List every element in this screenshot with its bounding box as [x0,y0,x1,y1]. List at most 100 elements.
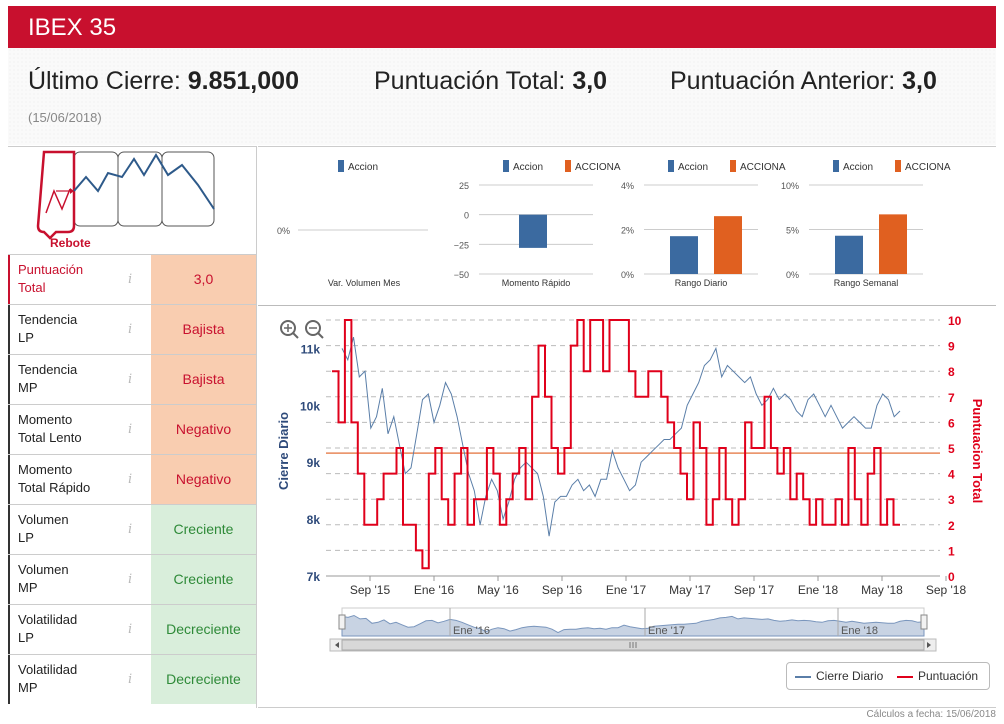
bar-legend-label[interactable]: Accion [348,162,378,173]
indicator-name-line1: Volumen [18,512,69,527]
y-right-tick-label: 1 [948,544,955,558]
y-tick-label: 5% [786,226,799,236]
indicator-value: Decreciente [151,655,256,704]
close-series-line [341,336,901,537]
y-left-tick-label: 8k [307,513,321,527]
indicator-row: Volatilidad LP i Decreciente [8,604,256,654]
info-icon[interactable]: i [128,572,133,587]
indicator-value: Creciente [151,505,256,554]
pattern-frame [117,151,163,227]
indicator-name-line1: Volumen [18,562,69,577]
bar-chart-2: Accion ACCIONA 4% 2% 0% Rango Diario [621,160,786,288]
legend-item-score[interactable]: Puntuación [918,669,979,683]
indicator-row: Momento Total Lento i Negativo [8,404,256,454]
y-tick-label: −50 [454,270,469,280]
zoom-in-icon[interactable] [280,320,299,339]
x-tick-label: Sep '18 [926,583,967,597]
info-icon[interactable]: i [128,272,133,287]
prev-score-value: 3,0 [902,67,937,95]
y-tick-label: 0% [621,270,634,280]
indicator-name-line1: Momento [18,412,73,427]
y-right-tick-label: 10 [948,314,962,328]
total-score-label: Puntuación Total: [374,67,566,95]
bar-legend-label[interactable]: ACCIONA [575,162,621,173]
bar-legend-label[interactable]: ACCIONA [905,162,951,173]
info-icon[interactable]: i [128,622,133,637]
indicator-row: Volatilidad MP i Decreciente [8,654,256,704]
legend-item-close[interactable]: Cierre Diario [816,669,884,683]
pattern-thumbnail: Rebote [8,146,256,254]
indicator-name-line2: LP [18,630,34,645]
y-tick-label: 0% [786,270,799,280]
navigator-handle-left[interactable] [338,614,346,630]
y-right-tick-label: 4 [948,468,955,482]
y-right-tick-label: 0 [948,570,955,584]
x-tick-label: Ene '16 [414,583,455,597]
chart-legend: Cierre Diario Puntuación [786,662,990,690]
info-icon[interactable]: i [128,672,133,687]
calc-date-footer: Cálculos a fecha: 15/06/2018 [866,709,996,720]
indicator-name-line1: Volatilidad [18,662,78,677]
indicator-name-line2: Total Rápido [18,480,91,495]
pattern-red-line [45,188,71,214]
prev-score-label: Puntuación Anterior: [670,67,896,95]
x-tick-label: Ene '18 [798,583,839,597]
header-bar: IBEX 35 [8,6,996,48]
y-left-axis-title: Cierre Diario [276,412,291,490]
navigator-handle-right[interactable] [920,614,928,630]
indicator-name-line1: Tendencia [18,312,78,327]
y-right-tick-label: 2 [948,519,955,533]
info-icon[interactable]: i [128,422,133,437]
indicator-row: Tendencia MP i Bajista [8,354,256,404]
legend-swatch [338,160,344,172]
footer-divider [258,707,996,708]
navigator-label: Ene '16 [453,625,490,637]
bar-chart-title: Rango Diario [675,278,728,288]
y-right-tick-label: 9 [948,340,955,354]
scroll-left-arrow-icon[interactable] [335,642,339,648]
total-score-value: 3,0 [572,67,608,95]
y-left-tick-label: 11k [301,342,321,356]
bar-legend-label[interactable]: Accion [678,162,708,173]
section-divider [258,305,996,306]
legend-swatch [730,160,736,172]
y-right-tick-label: 3 [948,493,955,507]
score-series-line [332,319,900,570]
range-navigator[interactable]: Ene '16 Ene '17 Ene '18 [338,607,928,637]
bar-legend-label[interactable]: ACCIONA [740,162,786,173]
y-right-tick-label: 7 [948,391,955,405]
zoom-out-icon[interactable] [305,320,324,339]
info-icon[interactable]: i [128,322,133,337]
last-close-metric: Último Cierre: 9.851,000 [28,67,299,96]
info-icon[interactable]: i [128,522,133,537]
indicator-name-line2: Total [18,280,46,295]
y-tick-label: 0% [277,226,290,236]
x-tick-label: May '16 [477,583,519,597]
legend-swatch [895,160,901,172]
bar-chart-1: Accion ACCIONA 25 0 −25 −50 Momento Rápido [454,160,621,288]
indicator-value: Creciente [151,555,256,604]
indicator-name: Momento Total Rápido i [8,455,150,504]
scroll-right-arrow-icon[interactable] [927,642,931,648]
panel-divider [256,146,257,708]
x-tick-label: Sep '16 [542,583,583,597]
total-score-metric: Puntuación Total: 3,0 [374,67,607,96]
info-icon[interactable]: i [128,372,133,387]
bar-chart-title: Momento Rápido [502,278,571,288]
bar-legend-label[interactable]: Accion [513,162,543,173]
x-tick-label: May '18 [861,583,903,597]
main-chart-panel: 10 9 8 7 6 5 4 3 2 1 0 11k 10k 9k 8k 7k Cierre Diario Pun… [258,306,996,708]
indicator-row: Momento Total Rápido i Negativo [8,454,256,504]
y-right-tick-label: 8 [948,365,955,379]
y-right-tick-label: 5 [948,442,955,456]
info-icon[interactable]: i [128,472,133,487]
pattern-highlight-frame [36,150,76,240]
bar-legend-label[interactable]: Accion [843,162,873,173]
legend-swatch [833,160,839,172]
pattern-illustration [36,150,215,240]
bar-chart-title: Rango Semanal [834,278,899,288]
navigator-label: Ene '17 [648,625,685,637]
indicator-name: Tendencia LP i [8,305,150,354]
indicator-value: Negativo [151,405,256,454]
y-left-tick-label: 9k [307,456,321,470]
